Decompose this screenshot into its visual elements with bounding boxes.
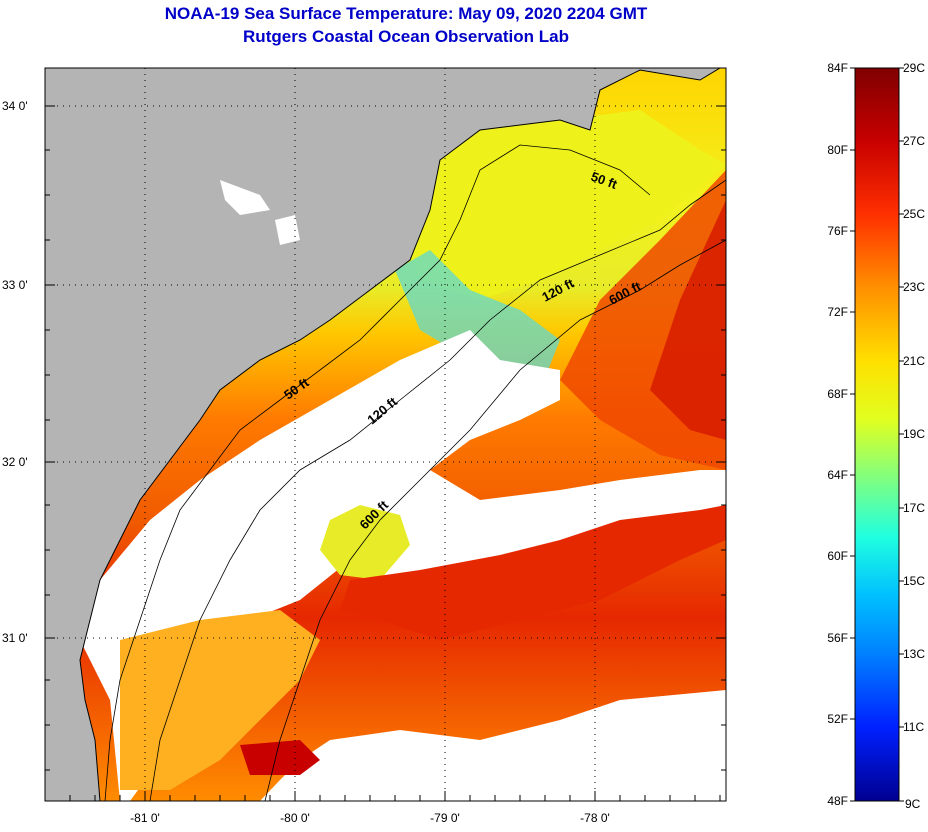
- colorbar-f-label: 68F: [827, 387, 848, 401]
- nearshore-yellow-water: [400, 110, 726, 300]
- colorbar-c-label: 27C: [903, 134, 925, 148]
- map-subtitle: Rutgers Coastal Ocean Observation Lab: [243, 27, 569, 46]
- gulf-stream-core: [650, 200, 726, 440]
- colorbar-f-label: 56F: [827, 631, 848, 645]
- colorbar-f-label: 72F: [827, 305, 848, 319]
- map-frame: [44, 67, 727, 802]
- colorbar-f-label: 76F: [827, 224, 848, 238]
- warm-patch: [240, 740, 320, 775]
- lake-cloud: [275, 215, 300, 245]
- cool-water-patch: [395, 250, 560, 400]
- lat-label: 34 0': [2, 99, 28, 113]
- contour-50ft: [104, 144, 651, 801]
- colorbar-f-label: 84F: [827, 61, 848, 75]
- colorbar-f-label: 48F: [827, 794, 848, 808]
- colorbar-ticks: [850, 67, 904, 802]
- colorbar-c-label: 23C: [903, 280, 925, 294]
- colorbar-c-label: 9C: [905, 797, 921, 811]
- colorbar-f-label: 80F: [827, 143, 848, 157]
- lat-label: 31 0': [2, 631, 28, 645]
- colorbar-c-label: 17C: [903, 501, 925, 515]
- map-title: NOAA-19 Sea Surface Temperature: May 09,…: [164, 4, 648, 23]
- axis-ticks: [45, 105, 726, 801]
- contour-120ft: [149, 179, 726, 801]
- warm-eddy: [340, 505, 726, 640]
- lon-label: -81 0': [130, 811, 160, 825]
- colorbar-c-label: 15C: [903, 574, 925, 588]
- map-area: [45, 68, 726, 801]
- colorbar-c-label: 13C: [903, 647, 925, 661]
- colorbar-f-label: 52F: [827, 712, 848, 726]
- colorbar-c-label: 25C: [903, 207, 925, 221]
- lat-label: 33 0': [2, 278, 28, 292]
- colorbar-celsius-labels: 29C 27C 25C 23C 21C 19C 17C 15C 13C 11C …: [903, 61, 925, 811]
- graticule: [45, 68, 726, 801]
- lon-label: -79 0': [430, 811, 460, 825]
- colorbar-fahrenheit-labels: 84F 80F 76F 72F 68F 64F 60F 56F 52F 48F: [827, 61, 848, 808]
- cool-water-patch-south: [320, 505, 410, 580]
- cloud-cover: [45, 68, 726, 801]
- lake-cloud: [220, 180, 270, 215]
- coastline: [79, 68, 721, 801]
- land-mass: [45, 68, 720, 801]
- lat-label: 32 0': [2, 455, 28, 469]
- colorbar-c-label: 19C: [903, 427, 925, 441]
- colorbar-f-label: 64F: [827, 468, 848, 482]
- colorbar: [854, 67, 900, 802]
- colorbar-c-label: 29C: [903, 61, 925, 75]
- colorbar-f-label: 60F: [827, 549, 848, 563]
- colorbar-c-label: 11C: [903, 720, 924, 734]
- colorbar-c-label: 21C: [903, 354, 925, 368]
- southern-warm-shelf: [120, 610, 320, 790]
- lon-label: -80 0': [280, 811, 310, 825]
- lon-label: -78 0': [580, 811, 610, 825]
- contour-600ft: [264, 239, 726, 801]
